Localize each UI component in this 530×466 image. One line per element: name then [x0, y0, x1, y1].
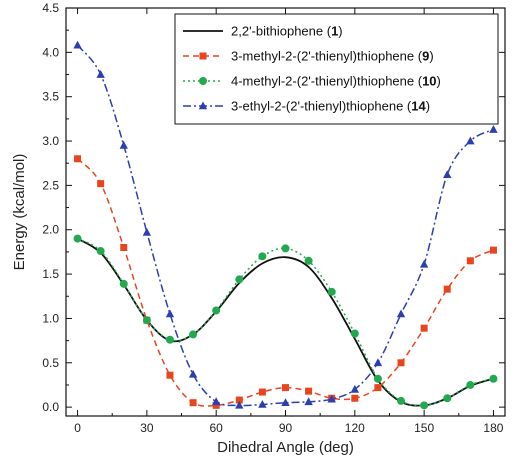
series-line-1	[78, 239, 494, 406]
legend-marker	[200, 53, 207, 60]
data-point	[166, 372, 173, 379]
data-point	[282, 244, 290, 252]
data-point	[96, 70, 104, 78]
x-tick-label: 30	[140, 421, 154, 435]
legend: 2,2'-bithiophene (1) 3-methyl-2-(2'-thien…	[175, 14, 498, 124]
series-line-9	[78, 159, 494, 406]
y-tick-label: 3.5	[42, 90, 59, 104]
data-point	[74, 155, 81, 162]
y-tick-label: 3.0	[42, 134, 59, 148]
data-point	[282, 384, 289, 391]
data-point	[120, 141, 128, 149]
data-point	[374, 375, 382, 383]
data-point	[444, 286, 451, 293]
data-point	[467, 257, 474, 264]
data-point	[420, 260, 428, 268]
legend-label: 3-methyl-2-(2'-thienyl)thiophene (9)	[231, 49, 434, 64]
legend-label: 3-ethyl-2-(2'-thienyl)thiophene (14)	[231, 99, 430, 114]
y-tick-label: 0.5	[42, 356, 59, 370]
series-10	[74, 235, 498, 410]
x-tick-label: 0	[74, 421, 81, 435]
legend-label: 2,2'-bithiophene (1)	[231, 24, 343, 39]
data-point	[97, 247, 105, 255]
y-tick-label: 4.5	[42, 1, 59, 15]
data-point	[443, 170, 451, 178]
data-point	[143, 316, 151, 324]
data-point	[328, 288, 336, 296]
data-point	[397, 397, 405, 405]
y-tick-label: 0.0	[42, 400, 59, 414]
y-tick-label: 4.0	[42, 45, 59, 59]
data-point	[259, 389, 266, 396]
data-point	[443, 394, 451, 402]
data-point	[212, 306, 220, 314]
data-point	[120, 280, 128, 288]
y-tick-label: 1.0	[42, 311, 59, 325]
y-tick-label: 2.5	[42, 178, 59, 192]
data-point	[166, 310, 174, 318]
data-point	[397, 310, 405, 318]
data-point	[351, 395, 358, 402]
x-tick-label: 90	[279, 421, 293, 435]
data-point	[374, 384, 381, 391]
series-1	[78, 239, 494, 406]
y-axis-label: Energy (kcal/mol)	[11, 154, 28, 271]
data-point	[420, 401, 428, 409]
data-point	[305, 257, 313, 265]
series-line-10	[78, 239, 494, 406]
data-point	[305, 388, 312, 395]
x-tick-label: 150	[414, 421, 434, 435]
series-9	[74, 155, 497, 409]
data-point	[74, 235, 82, 243]
data-point	[97, 180, 104, 187]
x-tick-label: 60	[210, 421, 224, 435]
data-point	[351, 330, 359, 338]
data-point	[374, 358, 382, 366]
data-point	[258, 252, 266, 260]
data-point	[466, 381, 474, 389]
data-point	[421, 325, 428, 332]
data-point	[489, 375, 497, 383]
data-point	[235, 275, 243, 283]
data-point	[73, 41, 81, 49]
legend-marker	[199, 77, 207, 85]
data-point	[189, 370, 197, 378]
data-point	[490, 247, 497, 254]
legend-label: 4-methyl-2-(2'-thienyl)thiophene (10)	[231, 74, 441, 89]
data-point	[189, 330, 197, 338]
data-point	[190, 399, 197, 406]
y-tick-label: 1.5	[42, 267, 59, 281]
x-axis-label: Dihedral Angle (deg)	[217, 439, 354, 456]
y-tick-label: 2.0	[42, 223, 59, 237]
data-point	[212, 397, 220, 405]
data-point	[120, 244, 127, 251]
data-point	[143, 228, 151, 236]
data-point	[489, 125, 497, 133]
x-tick-label: 120	[345, 421, 365, 435]
data-point	[398, 359, 405, 366]
x-tick-label: 180	[483, 421, 503, 435]
data-point	[166, 336, 174, 344]
